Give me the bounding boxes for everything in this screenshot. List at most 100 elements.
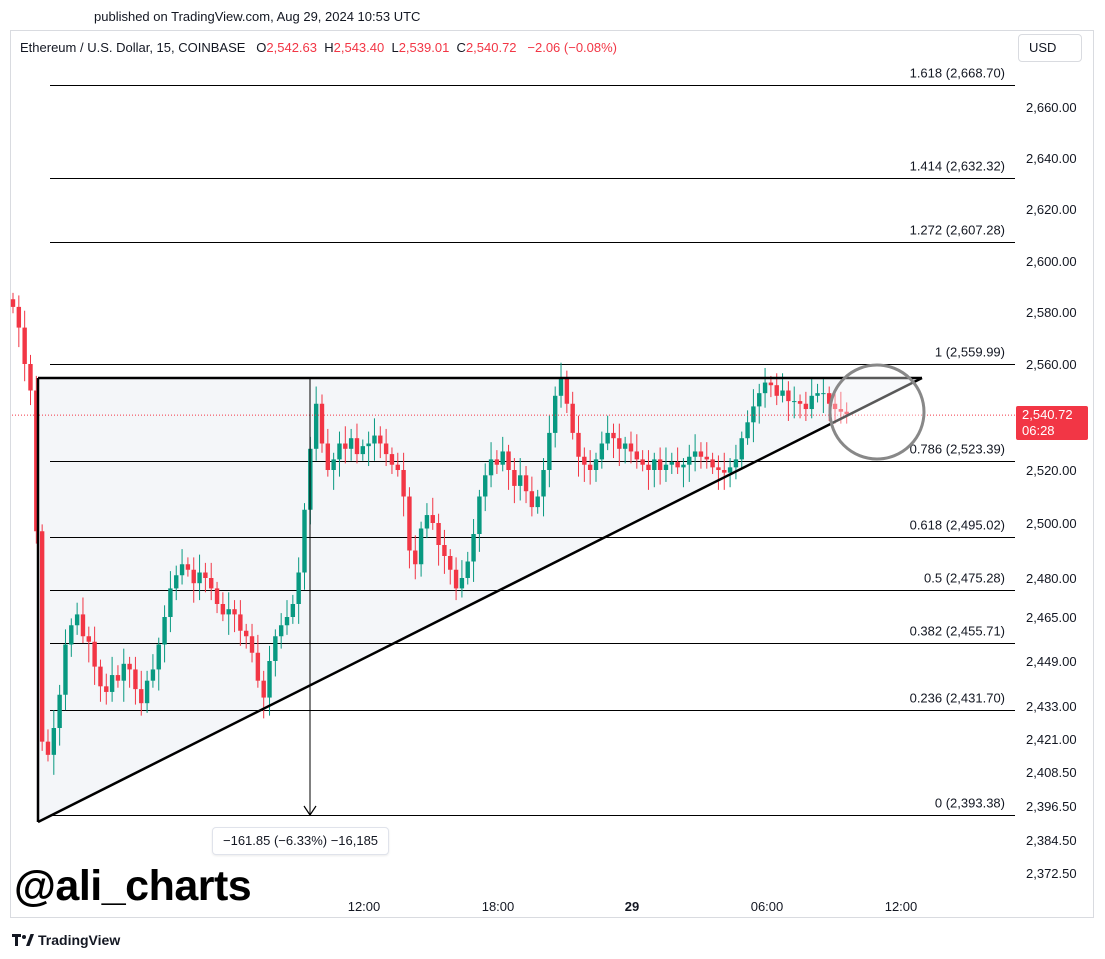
candle-body: [255, 652, 261, 681]
candle-body: [348, 438, 354, 449]
candle-body: [634, 451, 640, 460]
candle-body: [10, 299, 16, 307]
measure-label: −161.85 (−6.33%) −16,185: [212, 827, 390, 855]
candle-body: [220, 604, 226, 615]
y-tick-label: 2,480.00: [1026, 571, 1077, 586]
candle-body: [512, 470, 517, 486]
candle-body: [378, 435, 383, 444]
candle-body: [722, 470, 727, 473]
candle-body: [500, 451, 505, 465]
y-tick-label: 2,449.00: [1026, 654, 1077, 669]
candle-body: [63, 644, 68, 695]
candle-body: [278, 625, 284, 637]
y-tick-label: 2,660.00: [1026, 100, 1077, 115]
candle-body: [652, 459, 657, 470]
y-tick-label: 2,580.00: [1026, 305, 1077, 320]
fib-label: 0 (2,393.38): [935, 796, 1005, 811]
fib-label: 0.382 (2,455.71): [910, 624, 1005, 639]
candle-body: [92, 641, 97, 667]
candle-body: [710, 459, 715, 468]
candle-body: [774, 385, 779, 396]
candle-body: [453, 569, 459, 589]
candle-body: [663, 464, 669, 470]
candle-body: [191, 569, 196, 584]
fib-label: 1.618 (2,668.70): [910, 66, 1005, 81]
candle-body: [494, 459, 500, 465]
candle-body: [599, 443, 605, 460]
candle-body: [558, 377, 564, 396]
candle-body: [395, 464, 400, 470]
candle-body: [214, 588, 220, 604]
candle-body: [547, 432, 552, 470]
candle-body: [203, 572, 208, 578]
low-label: L: [391, 40, 399, 55]
candle-body: [109, 675, 115, 692]
candle-body: [552, 395, 558, 433]
candle-body: [430, 515, 435, 523]
fib-label: 0.618 (2,495.02): [910, 518, 1005, 533]
candle-body: [768, 382, 774, 386]
high-label: H: [324, 40, 334, 55]
candle-body: [821, 393, 826, 395]
tradingview-logo-icon: [12, 934, 34, 946]
candle-body: [418, 528, 424, 565]
candle-body: [98, 666, 103, 687]
y-tick-label: 2,600.00: [1026, 254, 1077, 269]
candle-body: [716, 467, 721, 470]
candle-body: [617, 438, 622, 449]
candle-body: [762, 382, 768, 394]
x-tick-label: 06:00: [751, 899, 784, 914]
x-tick-label: 29: [625, 899, 639, 914]
candle-body: [244, 630, 249, 637]
candle-body: [139, 689, 144, 704]
x-tick-label: 18:00: [482, 899, 515, 914]
candle-body: [413, 550, 418, 565]
fib-label: 1.414 (2,632.32): [910, 159, 1005, 174]
candle-body: [628, 443, 634, 452]
candle-body: [16, 306, 22, 328]
candle-body: [436, 523, 441, 545]
candle-body: [471, 534, 476, 562]
candle-body: [290, 604, 296, 617]
candle-body: [622, 443, 628, 449]
candle-body: [757, 393, 762, 407]
currency-button[interactable]: USD: [1018, 34, 1082, 62]
x-tick-label: 12:00: [885, 899, 918, 914]
candle-body: [325, 443, 331, 470]
tradingview-brand[interactable]: TradingView: [12, 932, 120, 948]
candle-body: [582, 456, 587, 465]
candle-body: [115, 675, 121, 681]
close-label: C: [456, 40, 466, 55]
y-tick-label: 2,372.50: [1026, 866, 1077, 881]
candle-body: [144, 680, 150, 704]
candle-body: [593, 459, 599, 470]
symbol-name: Ethereum / U.S. Dollar, 15, COINBASE: [20, 40, 246, 55]
price-change: −2.06 (−0.08%): [527, 40, 618, 55]
fib-label: 0.236 (2,431.70): [910, 691, 1005, 706]
candle-body: [541, 470, 546, 497]
candle-body: [727, 467, 733, 473]
low-value: 2,539.01: [398, 40, 450, 55]
candle-body: [197, 572, 202, 584]
last-price-tag: 2,540.72 06:28: [1016, 406, 1088, 440]
candle-body: [162, 617, 167, 645]
candle-body: [687, 456, 692, 465]
brand-name: TradingView: [38, 932, 121, 948]
candle-body: [127, 663, 132, 670]
candle-body: [844, 411, 849, 415]
candle-body: [121, 663, 126, 681]
candle-body: [786, 390, 791, 402]
candle-body: [133, 669, 138, 690]
candle-body: [150, 669, 156, 681]
candle-body: [529, 491, 535, 508]
candle-body: [564, 377, 570, 404]
candle-body: [179, 564, 185, 576]
x-tick-label: 12:00: [348, 899, 381, 914]
candle-body: [74, 614, 80, 626]
candle-body: [80, 614, 86, 637]
measure-arrow-head: [303, 805, 317, 817]
candle-body: [483, 475, 488, 497]
candle-body: [739, 438, 744, 460]
candle-body: [704, 456, 709, 460]
